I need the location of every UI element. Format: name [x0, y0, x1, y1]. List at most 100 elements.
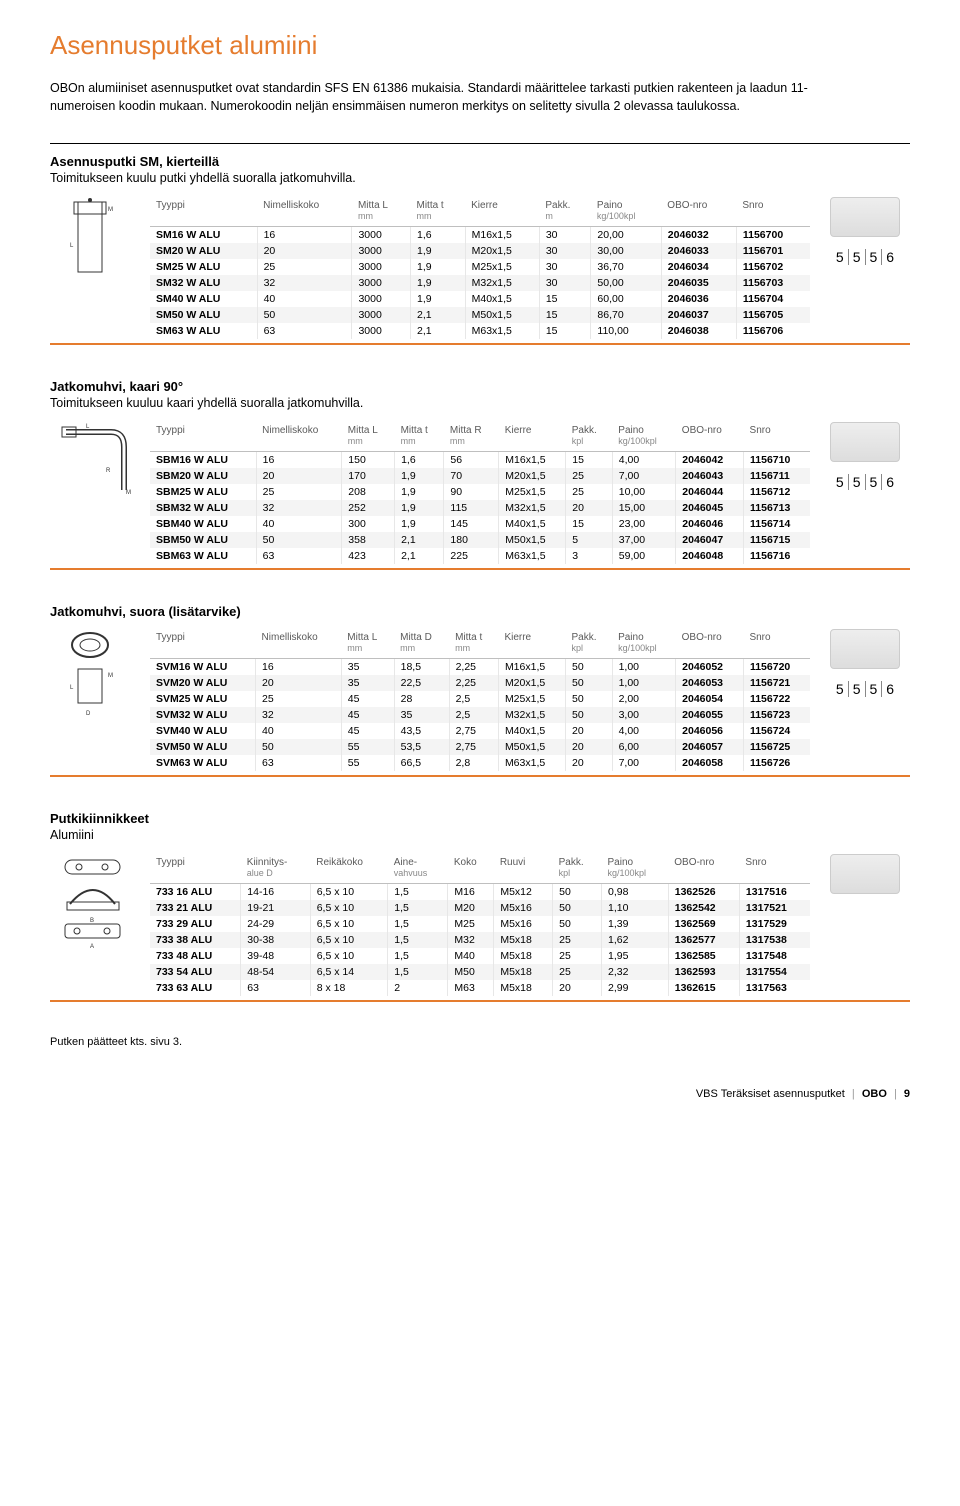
table-cell: 1156711	[744, 468, 810, 484]
table-cell: 25	[256, 484, 342, 500]
orange-divider	[50, 568, 910, 570]
section-subtitle: Alumiini	[50, 828, 910, 842]
table-cell: SM20 W ALU	[150, 243, 257, 259]
table-cell: SBM50 W ALU	[150, 532, 256, 548]
table-cell: 25	[553, 964, 602, 980]
table-cell: SVM20 W ALU	[150, 675, 256, 691]
column-header: Mitta Rmm	[444, 422, 499, 452]
table-cell: 300	[342, 516, 395, 532]
table-cell: M63x1,5	[499, 548, 566, 564]
table-cell: 2046043	[676, 468, 744, 484]
table-cell: 1,9	[395, 516, 444, 532]
code-digits: 5556	[832, 249, 898, 265]
table-cell: 733 54 ALU	[150, 964, 241, 980]
divider	[50, 143, 910, 144]
column-header: OBO-nro	[661, 197, 736, 227]
table-cell: 2046056	[676, 723, 744, 739]
table-row: SM40 W ALU4030001,9M40x1,51560,002046036…	[150, 291, 810, 307]
table-row: SVM63 W ALU635566,52,8M63x1,5207,0020460…	[150, 755, 810, 771]
table-cell: 50	[256, 532, 342, 548]
table-cell: 15	[539, 291, 591, 307]
table-cell: 20	[256, 675, 342, 691]
table-cell: M16x1,5	[498, 659, 565, 676]
column-header: Kierre	[498, 629, 565, 659]
table-cell: 358	[342, 532, 395, 548]
table-cell: 2,25	[449, 659, 498, 676]
table-cell: 25	[553, 948, 602, 964]
table-cell: 1,10	[602, 900, 669, 916]
code-digit: 5	[866, 681, 883, 697]
table-cell: 1362577	[668, 932, 739, 948]
column-header: Nimelliskoko	[256, 629, 342, 659]
table-cell: 2,5	[449, 707, 498, 723]
svg-text:M: M	[126, 490, 131, 496]
table-cell: 39-48	[241, 948, 310, 964]
table-cell: SVM63 W ALU	[150, 755, 256, 771]
table-cell: 2,1	[395, 532, 444, 548]
table-cell: 1,5	[388, 900, 448, 916]
table-cell: M50x1,5	[498, 739, 565, 755]
table-cell: M25	[448, 916, 494, 932]
table-row: SM50 W ALU5030002,1M50x1,51586,702046037…	[150, 307, 810, 323]
table-cell: 1317529	[739, 916, 810, 932]
table-cell: M40x1,5	[465, 291, 539, 307]
table-cell: 2046032	[661, 227, 736, 244]
table-cell: 1362585	[668, 948, 739, 964]
table-cell: 8 x 18	[310, 980, 388, 996]
table-cell: SVM50 W ALU	[150, 739, 256, 755]
table-cell: 7,00	[612, 755, 676, 771]
table-cell: 110,00	[591, 323, 661, 339]
code-digit: 5	[849, 681, 866, 697]
table-cell: 1,6	[410, 227, 465, 244]
table-cell: 18,5	[394, 659, 449, 676]
table-cell: 6,5 x 14	[310, 964, 388, 980]
table-cell: 733 16 ALU	[150, 884, 241, 901]
table-cell: 3000	[352, 291, 411, 307]
table-row: SVM16 W ALU163518,52,25M16x1,5501,002046…	[150, 659, 810, 676]
table-cell: 36,70	[591, 259, 661, 275]
table-cell: 423	[342, 548, 395, 564]
table-cell: 1,9	[395, 484, 444, 500]
data-table: TyyppiNimelliskokoMitta LmmMitta DmmMitt…	[150, 629, 810, 771]
column-header: Tyyppi	[150, 422, 256, 452]
table-cell: 1,95	[602, 948, 669, 964]
table-cell: 63	[257, 323, 352, 339]
table-cell: 180	[444, 532, 499, 548]
table-cell: 225	[444, 548, 499, 564]
table-cell: 90	[444, 484, 499, 500]
table-cell: 733 21 ALU	[150, 900, 241, 916]
table-cell: 0,98	[602, 884, 669, 901]
table-cell: 70	[444, 468, 499, 484]
table-cell: 63	[256, 548, 342, 564]
table-cell: 3,00	[612, 707, 676, 723]
table-cell: 1362542	[668, 900, 739, 916]
table-cell: 15	[566, 516, 613, 532]
table-cell: SBM40 W ALU	[150, 516, 256, 532]
table-row: SBM32 W ALU322521,9115M32x1,52015,002046…	[150, 500, 810, 516]
table-row: 733 48 ALU39-486,5 x 101,5M40M5x18251,95…	[150, 948, 810, 964]
table-cell: M40x1,5	[499, 516, 566, 532]
table-cell: 55	[341, 755, 394, 771]
table-cell: 16	[256, 659, 342, 676]
table-cell: 22,5	[394, 675, 449, 691]
table-cell: 15,00	[612, 500, 676, 516]
table-cell: 16	[257, 227, 352, 244]
table-cell: 14-16	[241, 884, 310, 901]
table-cell: 30-38	[241, 932, 310, 948]
product-image	[830, 422, 900, 462]
section-title: Asennusputki SM, kierteillä	[50, 154, 910, 169]
column-header: Kierre	[499, 422, 566, 452]
table-cell: 115	[444, 500, 499, 516]
section-jatkomuhvi-kaari: Jatkomuhvi, kaari 90° Toimitukseen kuulu…	[50, 379, 910, 570]
table-cell: 20	[257, 243, 352, 259]
table-cell: 1156720	[743, 659, 810, 676]
table-cell: M5x18	[494, 948, 553, 964]
table-cell: SVM25 W ALU	[150, 691, 256, 707]
column-header: Mitta Lmm	[342, 422, 395, 452]
table-cell: 45	[341, 691, 394, 707]
table-cell: 45	[341, 707, 394, 723]
table-cell: 4,00	[612, 723, 676, 739]
table-cell: 1,5	[388, 916, 448, 932]
footer-sep: |	[894, 1088, 897, 1100]
section-subtitle: Toimitukseen kuulu putki yhdellä suorall…	[50, 171, 910, 185]
